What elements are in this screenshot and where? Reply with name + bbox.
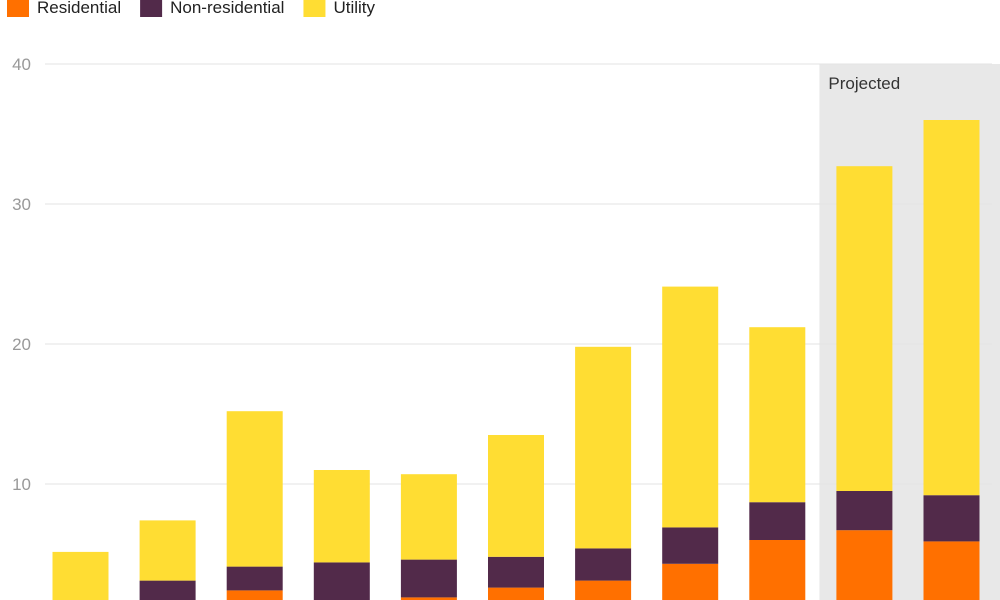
bar-segment-residential [923,541,980,600]
bar-segment-residential [400,597,457,600]
bar-segment-non-residential [139,580,196,600]
y-tick-label: 10 [12,475,31,494]
bar-segment-residential [575,580,632,600]
bar-segment-non-residential [836,491,893,531]
y-tick-label: 20 [12,335,31,354]
bar-segment-utility [226,411,283,567]
legend-label-utility: Utility [333,0,375,17]
bar-segment-non-residential [488,556,544,588]
bar-segment-utility [923,120,980,496]
bar-segment-utility [488,435,544,557]
y-tick-label: 30 [12,195,31,214]
bar-segment-utility [139,520,196,581]
projected-label: Projected [828,74,900,93]
legend-swatch-utility [303,0,326,17]
bar-segment-non-residential [575,548,632,581]
bar-segment-utility [749,327,806,503]
bar-segment-residential [226,590,283,600]
bar-segment-non-residential [400,559,457,598]
bar-segment-non-residential [313,562,370,600]
bar-segment-utility [400,474,457,560]
legend-swatch-residential [7,0,29,17]
bar-segment-utility [662,286,719,528]
bar-segment-residential [749,540,806,600]
bar-segment-utility [52,551,109,600]
bar-segment-residential [488,587,544,600]
bar-segment-non-residential [226,566,283,591]
bar-segment-residential [662,563,719,600]
bar-segment-utility [575,346,632,549]
legend-label-residential: Residential [37,0,121,17]
legend-swatch-non-residential [140,0,163,17]
bar-segment-non-residential [749,502,806,540]
bar-segment-utility [313,470,370,563]
bar-segment-residential [836,530,893,600]
legend-label-non-residential: Non-residential [170,0,284,17]
bar-segment-utility [836,166,893,491]
bar-segment-non-residential [923,495,980,542]
y-tick-label: 40 [12,55,31,74]
bar-segment-non-residential [662,527,719,564]
